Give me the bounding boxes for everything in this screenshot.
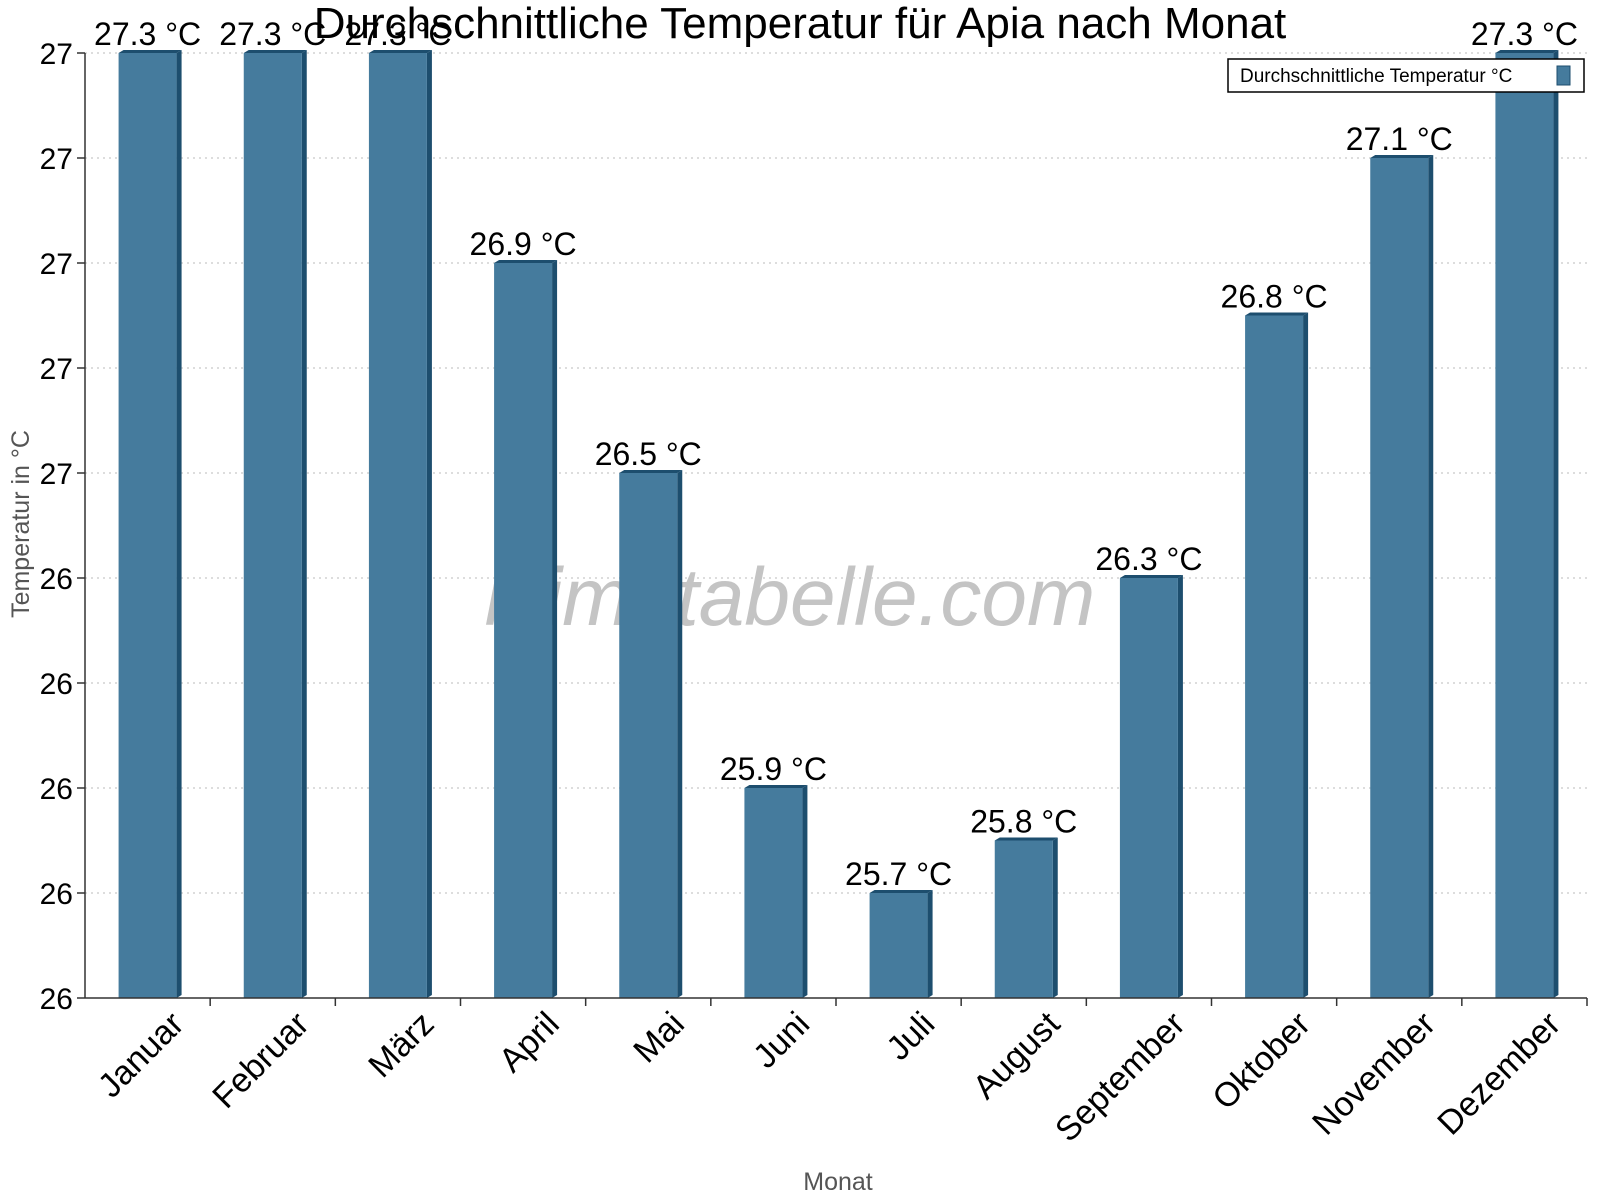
data-label: 26.5 °C — [595, 436, 702, 472]
y-tick-label: 26 — [40, 773, 73, 806]
bar-top — [869, 890, 933, 893]
bar-juni — [744, 785, 808, 998]
x-axis-title: Monat — [803, 1168, 873, 1196]
legend-label: Durchschnittliche Temperatur °C — [1240, 66, 1512, 87]
bar-front — [1119, 578, 1178, 998]
bar-front — [994, 840, 1053, 998]
data-label: 27.3 °C — [1471, 16, 1578, 52]
y-tick-label: 27 — [40, 353, 73, 386]
x-tick-label: Februar — [205, 1005, 316, 1116]
bar-side — [426, 50, 432, 998]
bar-märz — [368, 50, 432, 998]
legend-swatch — [1556, 65, 1571, 86]
bar-side — [927, 890, 933, 998]
x-tick-label: September — [1048, 1005, 1192, 1149]
data-label: 26.3 °C — [1095, 541, 1202, 577]
legend: Durchschnittliche Temperatur °C — [1227, 58, 1585, 93]
y-tick-label: 26 — [40, 668, 73, 701]
bar-front — [1495, 53, 1554, 998]
x-tick-label: April — [492, 1005, 567, 1080]
bar-top — [368, 50, 432, 53]
bar-front — [619, 473, 678, 998]
bar-top — [744, 785, 808, 788]
bar-top — [619, 470, 683, 473]
bar-front — [494, 263, 553, 998]
bars — [118, 50, 1559, 998]
chart-title: Durchschnittliche Temperatur für Apia na… — [314, 0, 1287, 48]
bar-front — [869, 893, 928, 998]
bar-januar — [118, 50, 182, 998]
bar-oktober — [1245, 312, 1309, 998]
gridlines — [85, 52, 1587, 894]
bar-dezember — [1495, 50, 1559, 998]
data-label: 26.9 °C — [470, 226, 577, 262]
bar-front — [1245, 315, 1304, 998]
bar-side — [552, 260, 558, 998]
y-tick-label: 26 — [40, 878, 73, 911]
data-label: 27.3 °C — [94, 16, 201, 52]
bar-september — [1119, 575, 1183, 998]
data-label: 25.8 °C — [970, 804, 1077, 840]
y-tick-label: 27 — [40, 248, 73, 281]
bar-top — [1370, 155, 1434, 158]
bar-side — [1553, 50, 1559, 998]
bar-top — [1119, 575, 1183, 578]
bar-april — [494, 260, 558, 998]
bar-top — [1245, 312, 1309, 316]
data-label: 26.8 °C — [1221, 279, 1328, 315]
bar-top — [118, 50, 182, 53]
bar-top — [994, 837, 1058, 841]
x-tick-label: Mai — [626, 1005, 692, 1071]
bar-mai — [619, 470, 683, 998]
y-tick-label: 26 — [40, 983, 73, 1016]
x-tick-label: August — [966, 1004, 1068, 1106]
y-tick-labels: 26 26 26 26 26 27 27 27 27 27 — [40, 38, 73, 1016]
data-labels: 27.3 °C 27.3 °C 27.3 °C 26.9 °C 26.5 °C 25.9 … — [94, 16, 1578, 892]
bar-front — [1370, 158, 1429, 998]
bar-side — [301, 50, 307, 998]
x-tick-label: Oktober — [1205, 1005, 1317, 1117]
x-tick-label: Dezember — [1430, 1005, 1568, 1143]
x-tick-label: Januar — [91, 1005, 191, 1105]
bar-top — [243, 50, 307, 53]
bar-front — [744, 788, 803, 998]
x-tick-label: März — [361, 1005, 441, 1085]
y-tick-label: 27 — [40, 38, 73, 71]
y-tick-label: 27 — [40, 458, 73, 491]
bar-side — [1428, 155, 1434, 998]
x-tick-labels: Januar Februar März April Mai Juni Juli AugustS… — [91, 1004, 1568, 1149]
bar-top — [1495, 50, 1559, 53]
y-axis-title: Temperatur in °C — [7, 430, 35, 618]
bar-side — [677, 470, 683, 998]
x-tick-label: Juni — [746, 1005, 817, 1076]
bar-side — [1303, 312, 1309, 998]
bar-februar — [243, 50, 307, 998]
data-label: 25.7 °C — [845, 856, 952, 892]
data-label: 27.3 °C — [344, 16, 451, 52]
bar-side — [802, 785, 808, 998]
bar-front — [368, 53, 427, 998]
bar-top — [494, 260, 558, 263]
y-tick-label: 26 — [40, 563, 73, 596]
y-tick-label: 27 — [40, 143, 73, 176]
data-label: 27.1 °C — [1346, 121, 1453, 157]
legend-box — [1227, 58, 1585, 93]
bar-side — [176, 50, 182, 998]
axes — [77, 52, 1588, 1006]
x-tick-label: Juli — [879, 1005, 942, 1068]
bar-august — [994, 837, 1058, 998]
bar-juli — [869, 890, 933, 998]
bar-side — [1177, 575, 1183, 998]
x-tick-label: November — [1305, 1005, 1443, 1143]
data-label: 25.9 °C — [720, 751, 827, 787]
data-label: 27.3 °C — [219, 16, 326, 52]
bar-front — [118, 53, 177, 998]
bar-november — [1370, 155, 1434, 998]
watermark: klimatabelle.com — [485, 552, 1096, 643]
bar-side — [1052, 837, 1058, 998]
bar-front — [243, 53, 302, 998]
